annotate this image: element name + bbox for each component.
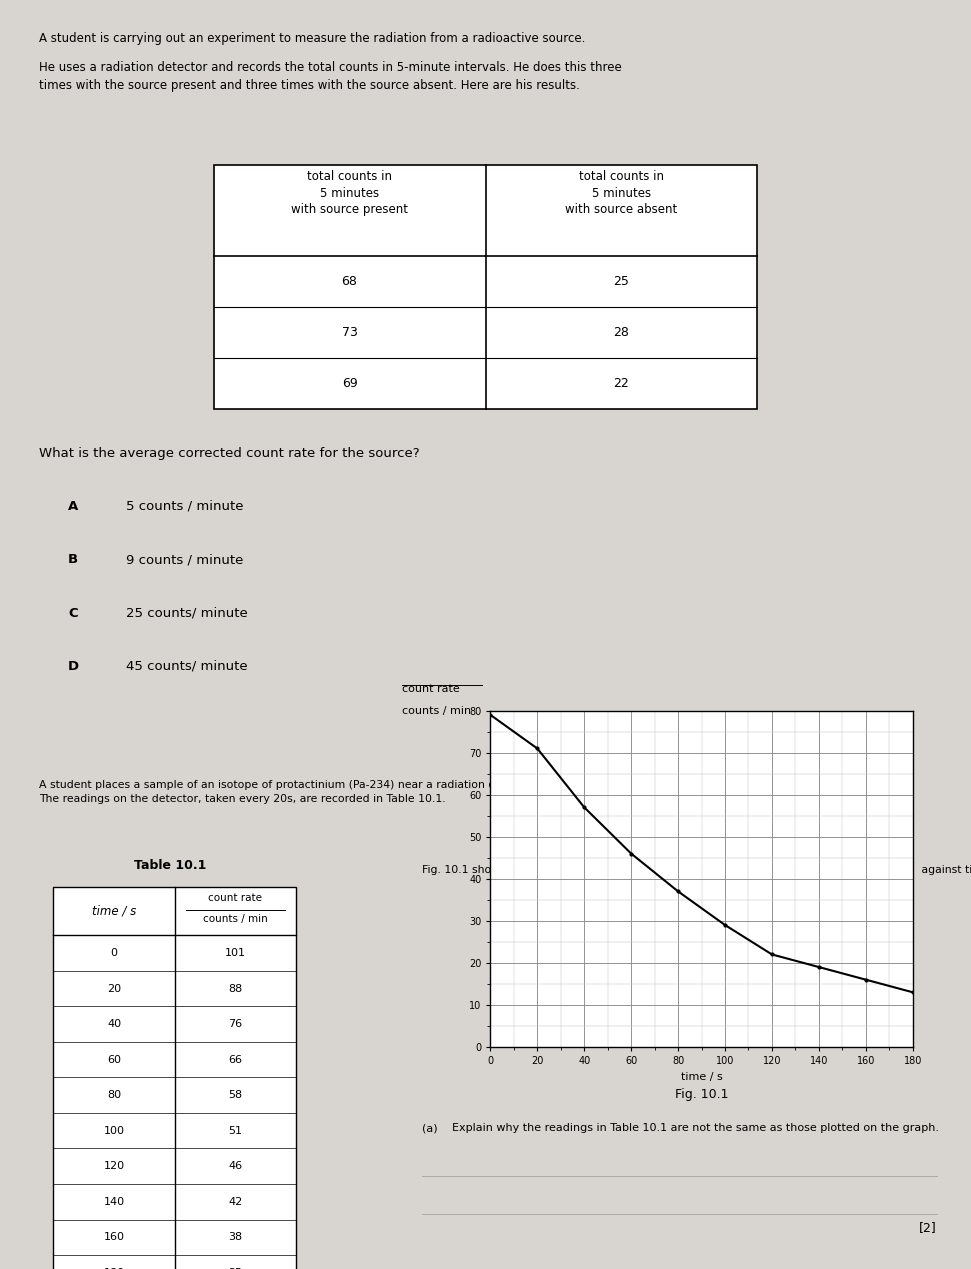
Text: [2]: [2] — [920, 1221, 937, 1233]
Text: 46: 46 — [228, 1161, 243, 1171]
Text: 160: 160 — [104, 1232, 124, 1242]
Text: 20: 20 — [107, 983, 121, 994]
Text: 68: 68 — [342, 275, 357, 288]
Text: 25: 25 — [614, 275, 629, 288]
Text: Fig. 10.1 shows a graph of the count rate: Fig. 10.1 shows a graph of the count rat… — [422, 865, 651, 876]
Text: A: A — [68, 500, 79, 513]
Text: What is the average corrected count rate for the source?: What is the average corrected count rate… — [39, 447, 419, 459]
Text: B: B — [68, 553, 78, 566]
Text: 60: 60 — [107, 1055, 121, 1065]
Text: 22: 22 — [614, 377, 629, 390]
Text: 66: 66 — [228, 1055, 243, 1065]
Text: due to this sample: due to this sample — [767, 865, 881, 876]
Text: C: C — [68, 607, 78, 619]
Text: total counts in
5 minutes
with source absent: total counts in 5 minutes with source ab… — [565, 170, 678, 216]
Text: against time.: against time. — [918, 865, 971, 876]
Text: counts / min: counts / min — [402, 706, 471, 716]
Bar — [53, 887, 296, 1269]
Text: (a): (a) — [422, 1123, 438, 1133]
Text: Table 10.1: Table 10.1 — [134, 859, 206, 872]
Bar — [214, 165, 757, 409]
Text: 76: 76 — [228, 1019, 243, 1029]
Text: 5 counts / minute: 5 counts / minute — [126, 500, 244, 513]
Text: 101: 101 — [225, 948, 246, 958]
Text: D: D — [68, 660, 79, 673]
Text: A student places a sample of an isotope of protactinium (Pa-234) near a radiatio: A student places a sample of an isotope … — [39, 780, 537, 805]
Text: 51: 51 — [228, 1126, 243, 1136]
Text: 80: 80 — [107, 1090, 121, 1100]
Text: count rate: count rate — [402, 684, 459, 694]
Text: He uses a radiation detector and records the total counts in 5-minute intervals.: He uses a radiation detector and records… — [39, 61, 621, 91]
Text: time / s: time / s — [92, 905, 136, 917]
Text: 120: 120 — [104, 1161, 124, 1171]
Text: 100: 100 — [104, 1126, 124, 1136]
Text: 40: 40 — [107, 1019, 121, 1029]
Text: count rate: count rate — [209, 893, 262, 904]
Text: counts / min: counts / min — [203, 914, 268, 924]
X-axis label: time / s: time / s — [681, 1071, 722, 1081]
Text: 42: 42 — [228, 1197, 243, 1207]
Text: 73: 73 — [342, 326, 357, 339]
Text: A student is carrying out an experiment to measure the radiation from a radioact: A student is carrying out an experiment … — [39, 32, 586, 44]
Text: 58: 58 — [228, 1090, 243, 1100]
Text: 28: 28 — [614, 326, 629, 339]
Text: 9 counts / minute: 9 counts / minute — [126, 553, 244, 566]
Text: Explain why the readings in Table 10.1 are not the same as those plotted on the : Explain why the readings in Table 10.1 a… — [452, 1123, 939, 1133]
Text: 140: 140 — [104, 1197, 124, 1207]
Text: 38: 38 — [228, 1232, 243, 1242]
Text: 0: 0 — [111, 948, 117, 958]
Text: 88: 88 — [228, 983, 243, 994]
Text: total counts in
5 minutes
with source present: total counts in 5 minutes with source pr… — [291, 170, 408, 216]
Text: 45 counts/ minute: 45 counts/ minute — [126, 660, 248, 673]
Text: 25 counts/ minute: 25 counts/ minute — [126, 607, 248, 619]
Text: Fig. 10.1: Fig. 10.1 — [675, 1088, 728, 1100]
Text: 69: 69 — [342, 377, 357, 390]
